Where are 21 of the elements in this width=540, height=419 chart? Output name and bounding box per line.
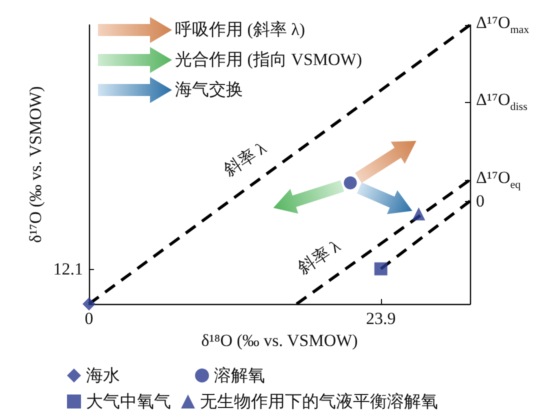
text: 0 [476, 192, 484, 211]
text: Δ¹⁷O$_{eq}$ [476, 168, 521, 191]
point [374, 262, 388, 276]
y-axis-title: δ¹⁷O (‰ vs. VSMOW) [26, 86, 45, 243]
point [412, 207, 426, 220]
x-axis-title: δ¹⁸O (‰ vs. VSMOW) [201, 330, 358, 350]
legend-label: 无生物作用下的气液平衡溶解氧 [200, 392, 438, 411]
point [82, 298, 96, 310]
point [344, 176, 357, 190]
legend-label: 溶解氧 [214, 366, 265, 385]
annotation: 斜率 λ [220, 138, 270, 180]
legend-label: 大气中氧气 [86, 392, 171, 411]
text: Δ¹⁷O$_{diss}$ [476, 90, 528, 114]
annotation: 光合作用 (指向 VSMOW) [175, 50, 362, 69]
annotation: 斜率 λ [294, 236, 344, 278]
text: 12.1 [53, 259, 83, 278]
text: Δ¹⁷O$_{max}$ [476, 13, 530, 36]
legend-label: 海水 [86, 366, 120, 385]
annotation: 呼吸作用 (斜率 λ) [175, 20, 306, 39]
annotation: 海气交换 [175, 80, 243, 99]
x-tick-label: 23.9 [366, 309, 396, 328]
